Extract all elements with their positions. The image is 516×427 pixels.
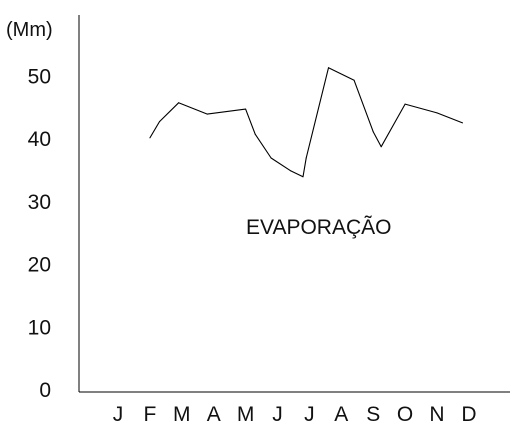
x-tick-label: J [304,403,315,426]
y-tick-label: 0 [39,379,51,402]
x-tick-label: A [334,403,348,426]
x-tick-label: N [429,403,444,426]
x-tick-label: S [366,403,380,426]
series-layer [149,67,463,178]
data-point [436,112,438,114]
data-point [254,133,256,135]
data-point [289,170,291,172]
data-point [328,67,329,69]
data-point [305,157,307,159]
x-tick-label: F [143,403,156,426]
y-tick-label: 30 [28,191,51,214]
data-point [404,103,406,105]
data-point [302,176,304,178]
series-line [149,67,463,178]
evaporation-annotation: EVAPORAÇÃO [246,215,391,239]
data-point [462,122,463,124]
x-tick-label: M [173,403,191,426]
x-tick-label: D [461,403,476,426]
y-tick-label: 40 [28,128,51,151]
data-point [245,108,247,110]
data-point [353,79,355,81]
data-point [270,157,272,159]
x-tick-label: M [237,403,255,426]
y-tick-label: 10 [28,316,51,339]
x-tick-label: J [272,403,283,426]
y-unit-label: (Mm) [6,19,53,41]
data-point [159,121,160,123]
data-point [206,113,208,115]
x-tick-label: J [113,403,124,426]
data-point [178,102,180,104]
y-tick-label: 20 [28,254,51,277]
data-point [149,137,151,139]
x-tick-label: O [397,403,413,426]
data-point [380,146,382,148]
data-point [372,131,374,133]
y-tick-labels: 0 10 20 30 40 50 [28,66,51,403]
x-tick-label: A [207,403,221,426]
y-tick-label: 50 [28,66,51,89]
